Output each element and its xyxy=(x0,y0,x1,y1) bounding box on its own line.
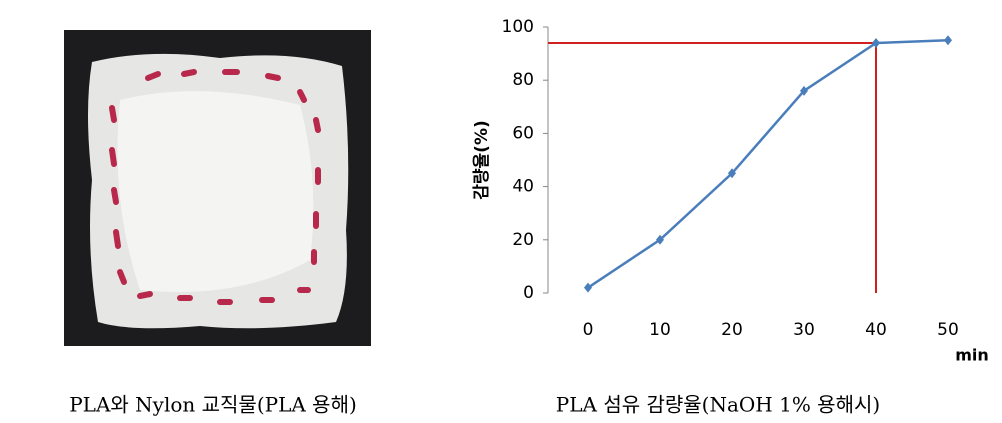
data-point xyxy=(944,35,952,46)
y-tick-label: 60 xyxy=(512,123,534,143)
photo-caption: PLA와 Nylon 교직물(PLA 용해) xyxy=(69,393,357,417)
y-tick-label: 80 xyxy=(512,70,534,90)
data-point xyxy=(656,234,664,245)
y-tick-label: 0 xyxy=(523,283,534,303)
data-point xyxy=(584,282,592,293)
x-tick-label: 30 xyxy=(793,320,815,340)
data-point xyxy=(728,168,736,179)
y-tick-label: 100 xyxy=(502,17,534,37)
data-line xyxy=(587,39,949,289)
stitches xyxy=(109,69,321,305)
data-point xyxy=(872,37,880,48)
x-tick-label: 40 xyxy=(865,320,887,340)
y-tick-label: 40 xyxy=(512,177,534,197)
chart-caption: PLA 섬유 감량율(NaOH 1% 용해시) xyxy=(556,393,880,417)
y-axis-label: 감량율(%) xyxy=(472,120,492,200)
x-axis-label: min xyxy=(955,346,989,365)
x-tick-label: 0 xyxy=(583,320,594,340)
x-tick-label: 50 xyxy=(937,320,959,340)
photo xyxy=(64,30,371,346)
y-tick-label: 20 xyxy=(512,230,534,250)
x-tick-label: 10 xyxy=(649,320,671,340)
x-tick-label: 20 xyxy=(721,320,743,340)
nylon-threads xyxy=(117,91,314,292)
data-point xyxy=(800,85,808,96)
